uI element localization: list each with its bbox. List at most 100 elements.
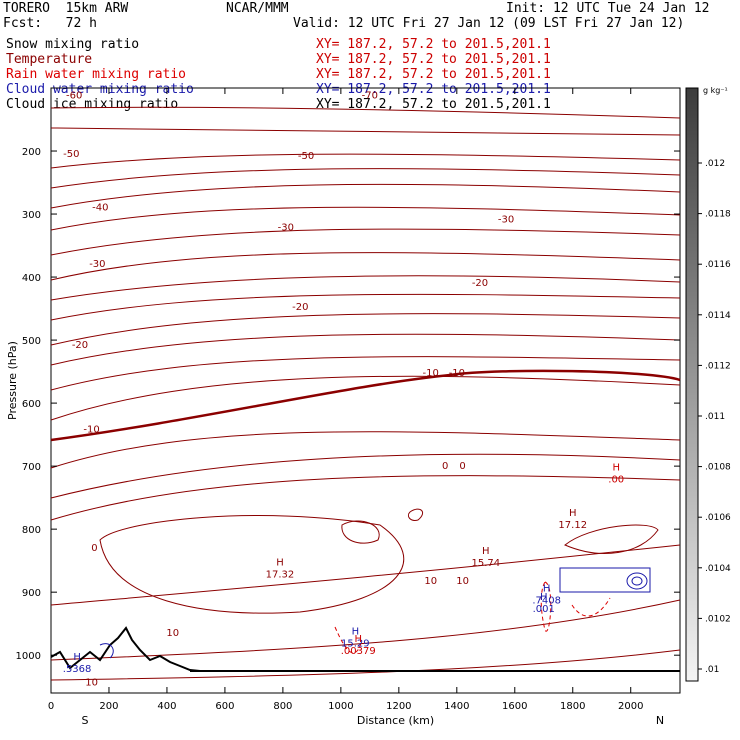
isotherm-closed: [341, 520, 380, 544]
isotherm-line: [50, 206, 681, 231]
extremum-mark: H: [482, 546, 490, 557]
extremum-value: 17.32: [266, 569, 295, 580]
y-tick-label: 900: [22, 588, 41, 599]
field-name: Temperature: [6, 52, 93, 67]
x-tick-label: 1600: [502, 701, 527, 712]
colorbar-tick-label: .0112: [705, 361, 731, 371]
colorbar-tick-label: .0108: [705, 463, 731, 473]
y-tick-label: 1000: [16, 651, 41, 662]
isotherm-line: [50, 228, 681, 256]
isotherm-line: [50, 293, 681, 321]
north-label: N: [656, 714, 664, 727]
isotherm-line: [50, 252, 681, 281]
x-tick-label: 1800: [560, 701, 585, 712]
extremum-mark: H: [612, 463, 620, 474]
plot-frame: [50, 87, 681, 694]
field-xy: XY= 187.2, 57.2 to 201.5,201.1: [316, 52, 551, 67]
extremum-value: 15.74: [471, 558, 500, 569]
isotherm-line: [50, 431, 681, 469]
cloud-water-contour: [626, 572, 648, 590]
contour-label: -10: [423, 368, 439, 379]
rain-contour: [571, 597, 611, 617]
colorbar-tick-label: .0116: [705, 260, 731, 270]
y-tick-label: 400: [22, 273, 41, 284]
extremum-mark: H: [540, 592, 548, 603]
x-tick-label: 1400: [444, 701, 469, 712]
extremum-value: .001: [533, 604, 555, 615]
extremum-mark: H: [569, 508, 577, 519]
extremum-value: 17.12: [558, 520, 587, 531]
contour-label: -20: [472, 278, 488, 289]
isotherm-line: [50, 375, 681, 421]
contour-label: 0: [91, 543, 97, 554]
field-xy: XY= 187.2, 57.2 to 201.5,201.1: [316, 97, 551, 112]
isotherm-closed: [99, 515, 405, 614]
cloud-water-contour: [559, 567, 651, 593]
contour-label: -20: [72, 340, 88, 351]
isotherm-closed: [564, 524, 659, 554]
y-tick-label: 200: [22, 147, 41, 158]
rain-contour: [334, 626, 363, 654]
contour-label: -60: [66, 90, 82, 101]
cloud-water-contour: [631, 576, 643, 586]
extremum-mark: H: [73, 652, 81, 663]
x-tick-label: 1200: [386, 701, 411, 712]
extremum-mark: H: [354, 634, 362, 645]
colorbar-tick-label: .0118: [705, 210, 731, 220]
colorbar-tick-label: .011: [705, 412, 725, 422]
isotherm-line: [50, 356, 681, 391]
y-tick-label: 300: [22, 210, 41, 221]
isotherm-line: [50, 127, 681, 136]
south-label: S: [82, 714, 89, 727]
contour-label: -20: [292, 302, 308, 313]
x-tick-label: 800: [273, 701, 292, 712]
field-name: Cloud ice mixing ratio: [6, 97, 179, 112]
contour-label: -30: [498, 214, 514, 225]
isotherm-line: [50, 168, 681, 189]
contour-label: -50: [298, 151, 314, 162]
contour-label: -10: [83, 424, 99, 435]
colorbar-tick-label: .0114: [705, 311, 731, 321]
model-label: TORERO 15km ARW: [3, 1, 129, 16]
field-name: Snow mixing ratio: [6, 37, 140, 52]
field-name: Rain water mixing ratio: [6, 67, 187, 82]
contour-label: 10: [166, 628, 179, 639]
colorbar-tick-label: .01: [705, 665, 719, 675]
extremum-value: .7408: [532, 596, 561, 607]
extremum-value: .5368: [63, 664, 92, 675]
y-tick-label: 500: [22, 336, 41, 347]
extremum-mark: H: [543, 584, 551, 595]
isotherm-line: [50, 599, 681, 661]
isotherm-line: [50, 475, 681, 521]
org-label: NCAR/MMM: [226, 1, 289, 16]
extremum-value: .00: [608, 475, 624, 486]
field-xy: XY= 187.2, 57.2 to 201.5,201.1: [316, 37, 551, 52]
x-tick-label: 200: [99, 701, 118, 712]
isotherm-line: [50, 544, 681, 606]
contour-label: 0: [442, 461, 448, 472]
contour-label: 10: [456, 576, 469, 587]
x-tick-label: 400: [157, 701, 176, 712]
extremum-mark: H: [276, 557, 284, 568]
init-label: Init: 12 UTC Tue 24 Jan 12: [506, 1, 710, 16]
x-tick-label: 1000: [328, 701, 353, 712]
contour-label: 10: [85, 678, 98, 689]
contour-label: -30: [278, 223, 294, 234]
colorbar-unit: g kg⁻¹: [703, 86, 728, 95]
isotherm-line: [50, 275, 681, 301]
isotherm-line: [50, 453, 681, 499]
extremum-value: .00379: [341, 646, 376, 657]
y-tick-label: 600: [22, 399, 41, 410]
extremum-mark: H: [352, 627, 360, 638]
valid-label: Valid: 12 UTC Fri 27 Jan 12 (09 LST Fri …: [293, 16, 685, 31]
contour-label: -40: [92, 202, 108, 213]
isotherm-line: [50, 106, 681, 119]
x-tick-label: 0: [48, 701, 54, 712]
cloud-water-contour: [99, 643, 114, 659]
colorbar-tick-label: .0102: [705, 614, 731, 624]
y-tick-label: 800: [22, 525, 41, 536]
extremum-value: 15.29: [341, 639, 370, 650]
y-tick-label: 700: [22, 462, 41, 473]
contour-label: -70: [362, 90, 378, 101]
